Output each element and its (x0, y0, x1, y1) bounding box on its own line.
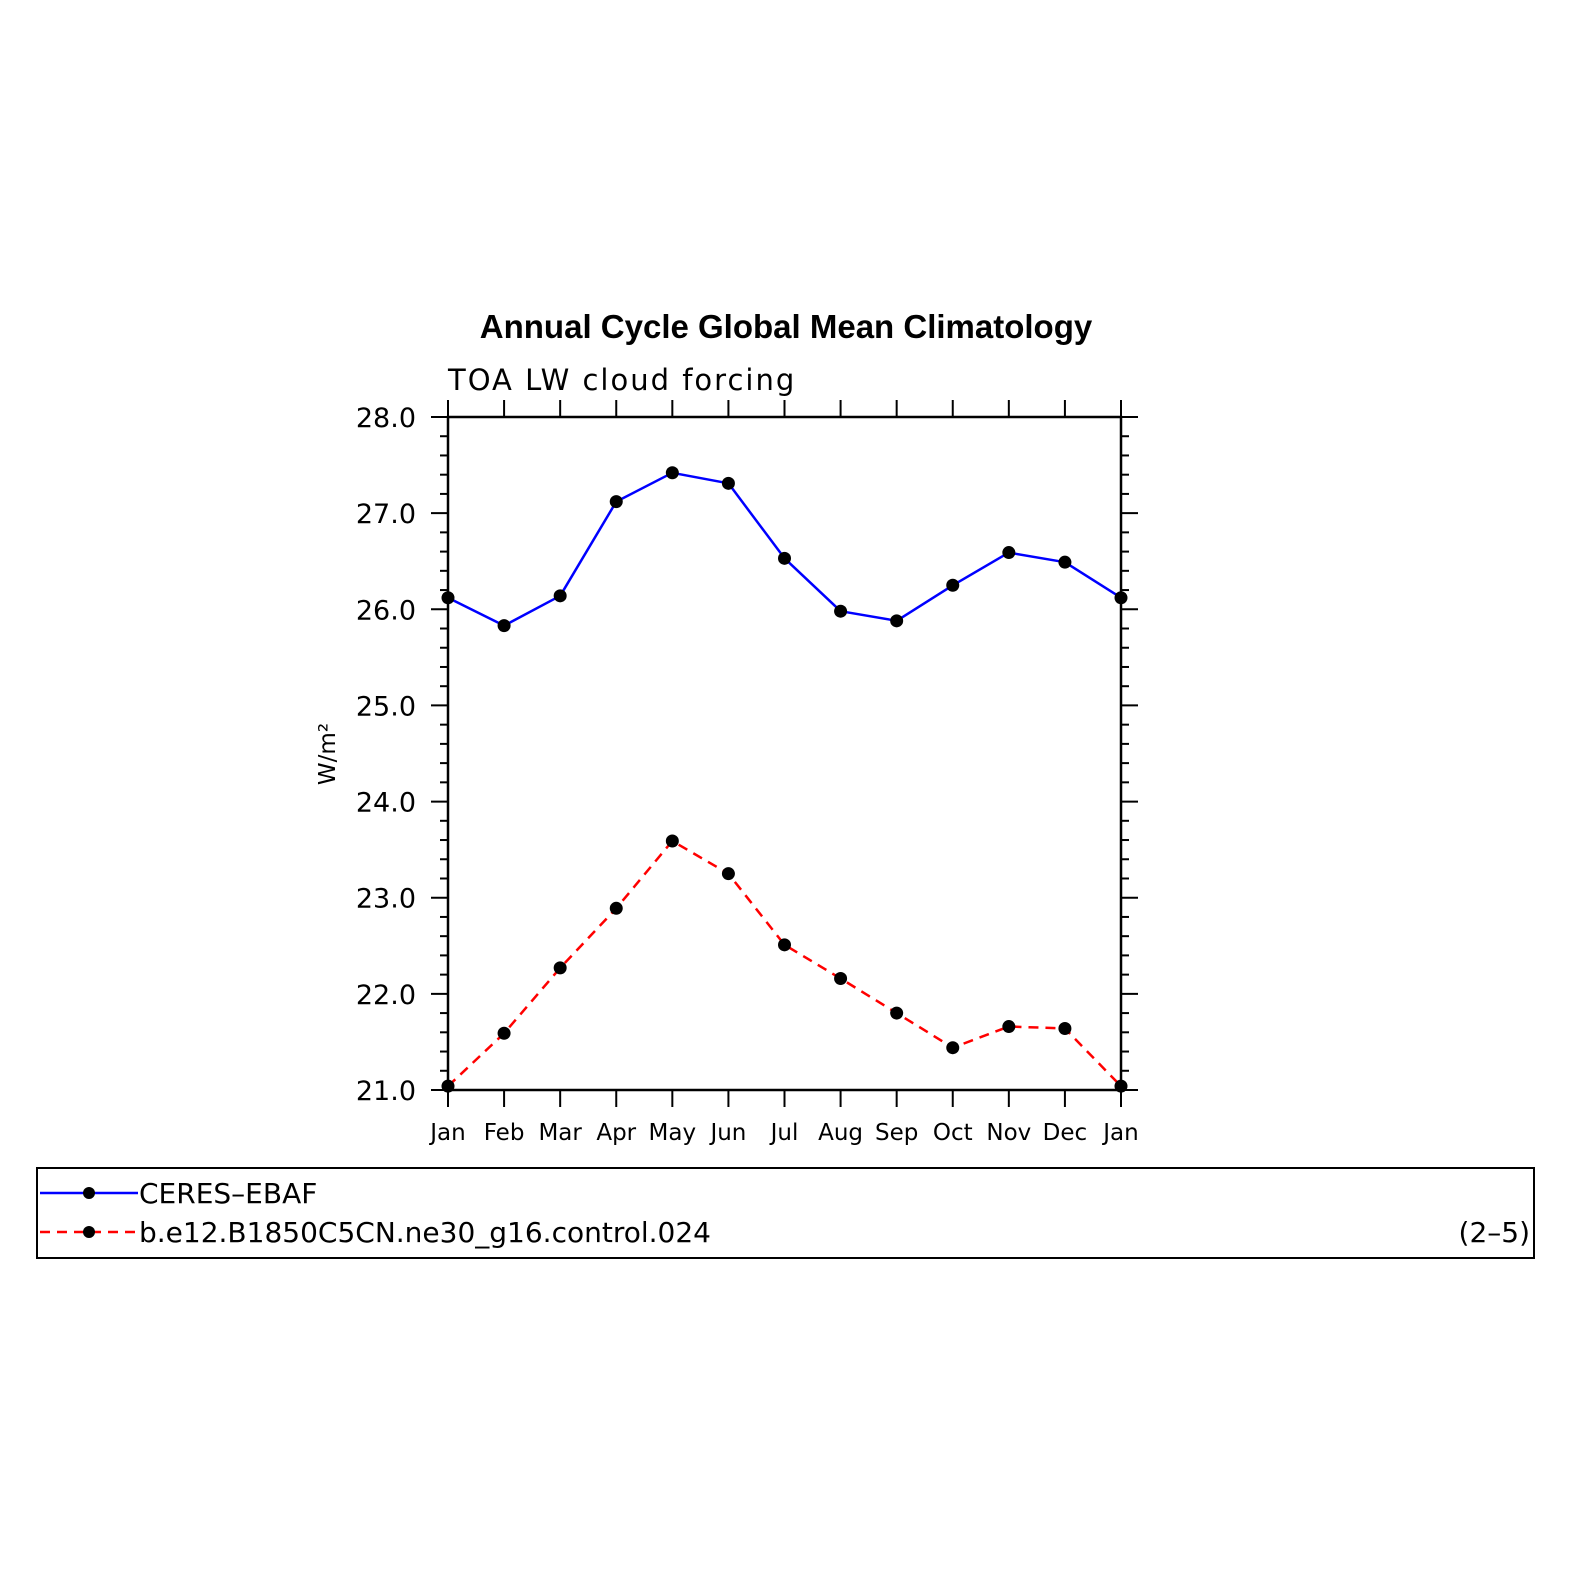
series-1-point (834, 971, 848, 985)
legend-box (36, 1167, 1535, 1259)
x-tick-label: Jun (708, 1120, 746, 1146)
x-tick-label: Jul (769, 1120, 799, 1146)
y-tick-label: 24.0 (356, 788, 416, 819)
x-tick-label: Apr (596, 1120, 636, 1146)
series-0-point (497, 619, 511, 633)
legend-label-ceres: CERES–EBAF (139, 1177, 317, 1210)
series-1-point (609, 901, 623, 915)
series-1-point (665, 834, 679, 848)
x-tick-label: Jan (1101, 1120, 1138, 1146)
x-tick-labels: Jan Feb Mar Apr May Jun Jul Aug Sep Oct Nov Dec Jan (428, 1120, 1138, 1146)
x-tick-label: Sep (875, 1120, 918, 1146)
x-tick-label: May (649, 1120, 697, 1146)
legend-label-model: b.e12.B1850C5CN.ne30_g16.control.024 (139, 1216, 711, 1249)
y-tick-label: 23.0 (356, 884, 416, 915)
x-tick-label: Aug (818, 1120, 863, 1146)
y-axis-label: W/m² (315, 723, 341, 785)
x-tick-label: Oct (933, 1120, 973, 1146)
legend-marker-model (83, 1226, 95, 1238)
series-1-point (721, 867, 735, 881)
plot-frame (446, 415, 1123, 1092)
x-tick-label: Nov (986, 1120, 1031, 1146)
y-tick-label: 26.0 (356, 595, 416, 626)
series-1-point (553, 961, 567, 975)
chart-subtitle: TOA LW cloud forcing (447, 363, 796, 397)
series-0-point (553, 589, 567, 603)
series-line-1 (447, 839, 1122, 1088)
series-0-point (946, 578, 960, 592)
series-0-point (609, 495, 623, 509)
series-1-point (890, 1006, 904, 1020)
series-0-point (1114, 591, 1128, 605)
y-tick-label: 22.0 (356, 980, 416, 1011)
series-1-point (1058, 1021, 1072, 1035)
legend-marker-ceres (83, 1187, 95, 1199)
y-tick-label: 27.0 (356, 499, 416, 530)
series-0-point (1058, 555, 1072, 569)
x-tick-label: Mar (538, 1120, 582, 1146)
series-1-point (946, 1041, 960, 1055)
x-tick-label: Feb (484, 1120, 525, 1146)
legend: CERES–EBAF b.e12.B1850C5CN.ne30_g16.cont… (36, 1167, 1535, 1259)
series-0-point (778, 551, 791, 565)
chart-title: Annual Cycle Global Mean Climatology (480, 308, 1093, 345)
series-1-point (497, 1026, 511, 1040)
x-tick-label: Dec (1043, 1120, 1088, 1146)
series-1-point (1114, 1079, 1128, 1093)
series-1-point (778, 938, 791, 952)
y-tick-label: 28.0 (356, 403, 416, 434)
y-tick-labels: 21.0 22.0 23.0 24.0 25.0 26.0 27.0 28.0 (356, 403, 416, 1107)
series-line-0 (447, 471, 1122, 627)
series-0-point (665, 466, 679, 480)
y-tick-label: 25.0 (356, 691, 416, 722)
series-0-point (1002, 546, 1016, 560)
series-1-point (441, 1079, 455, 1093)
series-0-point (441, 591, 455, 605)
series-0-point (721, 476, 735, 490)
plot-axes (446, 415, 1123, 1092)
series-0-point (890, 614, 904, 628)
y-tick-label: 21.0 (356, 1076, 416, 1107)
series-0-point (834, 604, 848, 618)
x-tick-label: Jan (428, 1120, 465, 1146)
series-1-point (1002, 1020, 1016, 1034)
axis-ticks (431, 400, 1138, 1107)
panel-annotation: (2–5) (1459, 1216, 1530, 1249)
series-markers (441, 466, 1128, 1093)
